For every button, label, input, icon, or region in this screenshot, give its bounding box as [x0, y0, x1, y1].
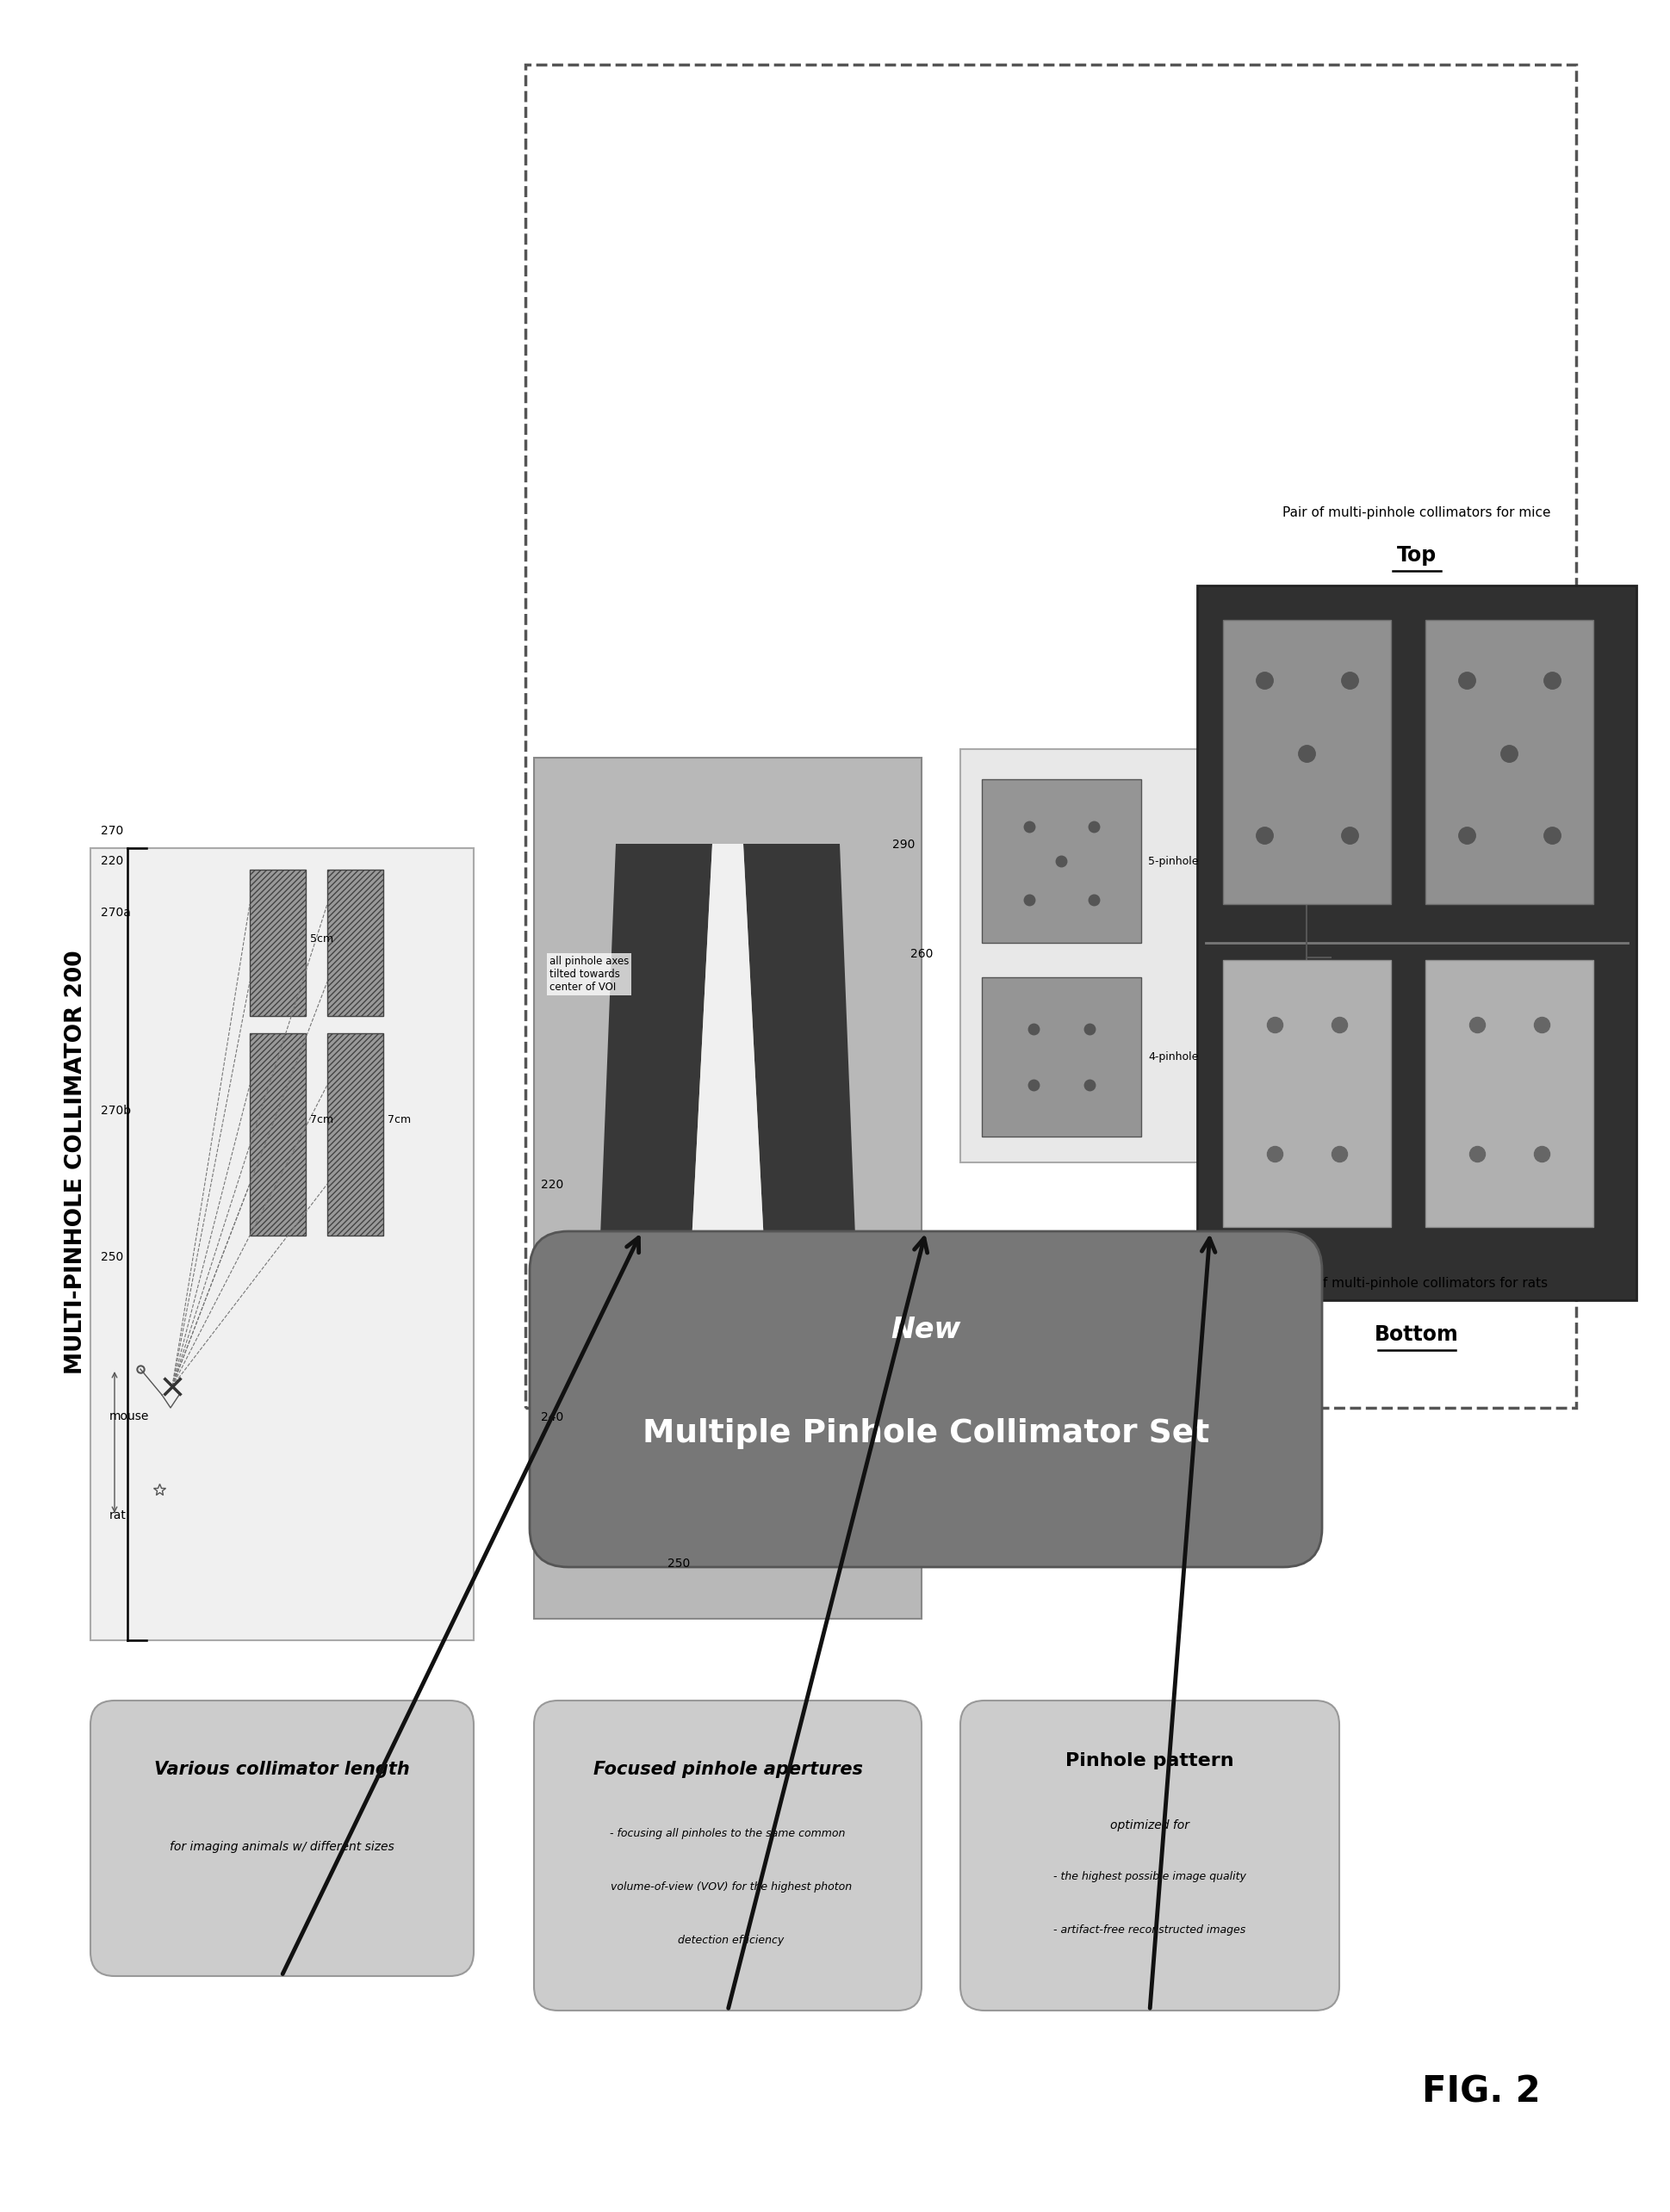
Text: - focusing all pinholes to the same common: - focusing all pinholes to the same comm…: [610, 1829, 845, 1840]
Polygon shape: [590, 843, 713, 1498]
Text: optimized for: optimized for: [1111, 1818, 1189, 1832]
Text: for imaging animals w/ different sizes: for imaging animals w/ different sizes: [169, 1840, 394, 1854]
Text: 270b: 270b: [100, 1104, 130, 1117]
Text: 240: 240: [541, 1411, 563, 1422]
Text: Multiple Pinhole Collimator Set: Multiple Pinhole Collimator Set: [643, 1418, 1209, 1449]
Bar: [1222, 960, 1391, 1228]
Bar: [327, 1033, 382, 1237]
Text: Top: Top: [1396, 544, 1436, 566]
Text: 250: 250: [668, 1557, 690, 1571]
Text: Focused pinhole apertures: Focused pinhole apertures: [593, 1761, 862, 1778]
Polygon shape: [701, 860, 753, 1274]
Bar: [1426, 960, 1593, 1228]
Polygon shape: [701, 887, 797, 1274]
Text: Bottom: Bottom: [1374, 1325, 1460, 1345]
Polygon shape: [743, 843, 865, 1498]
Text: 7cm: 7cm: [387, 1115, 411, 1126]
Text: Various collimator length: Various collimator length: [154, 1761, 409, 1778]
FancyBboxPatch shape: [90, 1701, 474, 1975]
Text: all pinhole axes
tilted towards
center of VOI: all pinhole axes tilted towards center o…: [549, 956, 630, 993]
Text: 5cm: 5cm: [311, 933, 334, 945]
Text: - the highest possible image quality: - the highest possible image quality: [1054, 1871, 1246, 1882]
Text: 270a: 270a: [100, 907, 130, 918]
Bar: [1222, 619, 1391, 905]
FancyBboxPatch shape: [529, 1232, 1323, 1566]
Polygon shape: [701, 869, 762, 1274]
Text: FIG. 2: FIG. 2: [1423, 2075, 1541, 2110]
Text: 5-pinhole: 5-pinhole: [1147, 856, 1199, 867]
Text: 210: 210: [1309, 757, 1333, 770]
Bar: [250, 1033, 306, 1237]
Text: volume-of-view (VOV) for the highest photon: volume-of-view (VOV) for the highest pho…: [603, 1882, 852, 1893]
Text: MULTI-PINHOLE COLLIMATOR 200: MULTI-PINHOLE COLLIMATOR 200: [65, 951, 87, 1374]
Bar: [1197, 586, 1637, 1301]
Text: Pair of multi-pinhole collimators for rats: Pair of multi-pinhole collimators for ra…: [1286, 1276, 1548, 1290]
Text: 290: 290: [892, 838, 915, 852]
Text: 270: 270: [100, 825, 124, 836]
Bar: [250, 869, 306, 1015]
Bar: [960, 750, 1339, 1161]
Polygon shape: [693, 869, 753, 1274]
Bar: [534, 759, 922, 1619]
Text: 4-pinhole: 4-pinhole: [1147, 1051, 1199, 1062]
Bar: [982, 779, 1141, 942]
Bar: [982, 978, 1141, 1137]
Text: rat: rat: [109, 1509, 127, 1522]
Text: - artifact-free reconstructed images: - artifact-free reconstructed images: [1054, 1924, 1246, 1935]
Bar: [90, 847, 474, 1641]
Text: 220: 220: [541, 1179, 563, 1190]
FancyBboxPatch shape: [534, 1701, 922, 2011]
Polygon shape: [641, 1343, 813, 1515]
Text: Pinhole pattern: Pinhole pattern: [1065, 1752, 1234, 1770]
Text: New: New: [890, 1316, 960, 1345]
Text: 220: 220: [100, 856, 124, 867]
FancyBboxPatch shape: [960, 1701, 1339, 2011]
Text: Pair of multi-pinhole collimators for mice: Pair of multi-pinhole collimators for mi…: [1283, 507, 1551, 520]
Text: 260: 260: [910, 949, 934, 960]
Text: 7cm: 7cm: [311, 1115, 334, 1126]
Bar: [327, 869, 382, 1015]
Text: detection efficiency: detection efficiency: [671, 1935, 785, 1947]
Text: 250: 250: [100, 1252, 124, 1263]
Text: mouse: mouse: [109, 1411, 149, 1422]
Polygon shape: [686, 843, 770, 1343]
Bar: [1426, 619, 1593, 905]
Polygon shape: [660, 887, 753, 1274]
